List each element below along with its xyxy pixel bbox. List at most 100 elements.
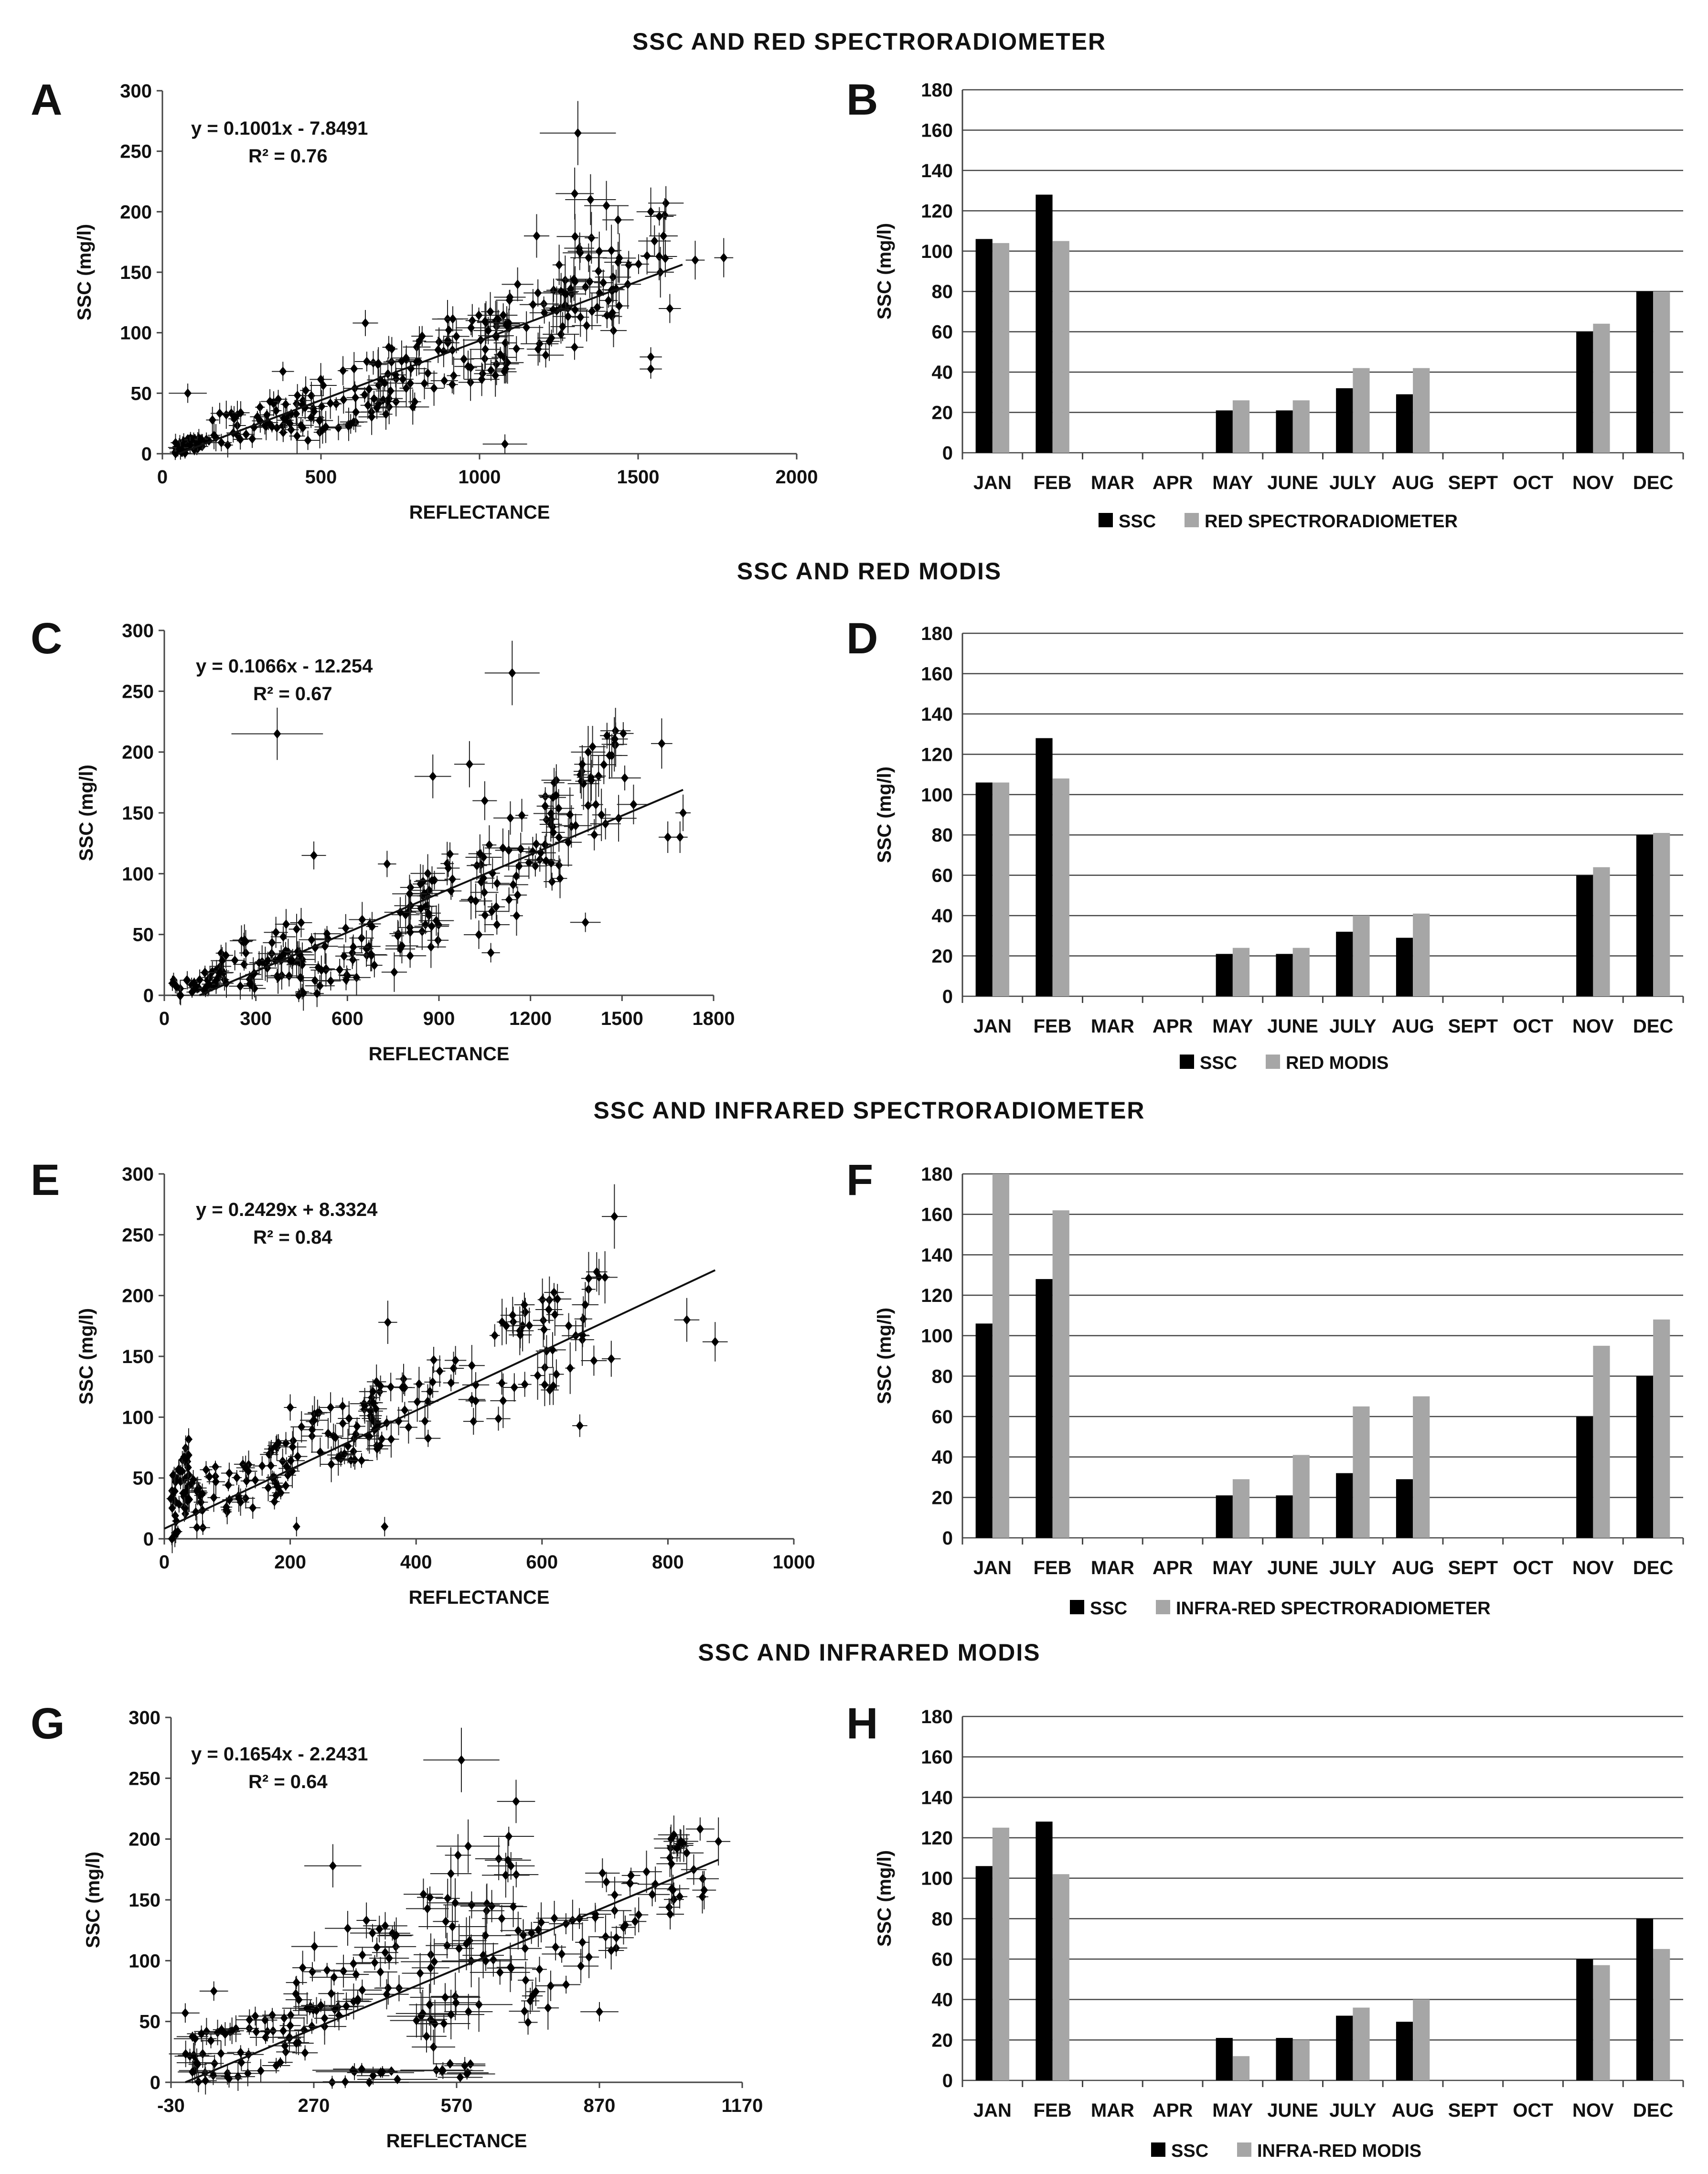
data-point (297, 973, 305, 983)
y-tick-label: 20 (932, 946, 953, 967)
data-point (246, 2015, 254, 2025)
y-tick-label: 20 (932, 2030, 953, 2051)
data-point (292, 1989, 300, 1999)
x-category-label: DEC (1633, 1016, 1673, 1037)
panel-letter-g: G (31, 1699, 65, 1748)
y-axis-title: SSC (mg/l) (874, 767, 895, 863)
x-category-label: SEPT (1448, 2100, 1498, 2121)
data-point (263, 410, 271, 420)
data-point (481, 344, 490, 354)
x-category-label: OCT (1513, 1016, 1553, 1037)
data-point (426, 1892, 434, 1902)
scatter-chart-c: 0 50 100 150 200 250 300 0 300 600 900 1200 1500 1800… (76, 620, 735, 1065)
data-point (562, 1980, 570, 1990)
data-point (499, 310, 507, 320)
y-tick-label: 140 (921, 1245, 953, 1266)
ssc-bar (1576, 1417, 1593, 1538)
ssc-bar (1035, 1822, 1053, 2080)
x-tick-label: 600 (526, 1552, 558, 1573)
data-point (426, 2000, 434, 2010)
comparison-bar (1232, 400, 1250, 453)
data-point (598, 810, 606, 820)
comparison-bar (1052, 778, 1069, 996)
data-point (308, 935, 316, 945)
panel-letter-h: H (846, 1699, 878, 1748)
data-point (454, 1850, 462, 1860)
data-point (418, 331, 426, 341)
x-category-label: AUG (1392, 472, 1434, 493)
data-point (464, 1841, 472, 1851)
data-point (168, 1534, 176, 1544)
data-point (272, 1491, 280, 1501)
data-point (184, 1434, 192, 1444)
data-point (621, 773, 629, 783)
data-point (327, 1459, 335, 1469)
y-tick-label: 200 (122, 1286, 154, 1307)
comparison-bar (1292, 2040, 1310, 2080)
data-point (480, 796, 489, 806)
data-point (363, 944, 371, 954)
data-point (341, 2077, 349, 2087)
data-point (320, 2013, 329, 2023)
y-tick-label: 200 (120, 202, 152, 223)
data-point (506, 813, 514, 823)
y-tick-label: 180 (921, 80, 953, 101)
trendline (164, 1269, 716, 1530)
data-point (224, 2072, 232, 2082)
data-point (331, 1433, 340, 1443)
data-point (430, 1957, 438, 1967)
y-tick-label: 250 (122, 681, 154, 702)
data-point (323, 1965, 331, 1975)
data-point (406, 378, 414, 388)
data-point (373, 1942, 381, 1952)
y-tick-label: 0 (141, 444, 152, 465)
data-point (322, 422, 330, 432)
y-tick-label: 250 (128, 1768, 160, 1789)
data-point (287, 1456, 295, 1466)
data-point (501, 439, 509, 449)
data-point (282, 1461, 290, 1471)
data-point (339, 1401, 347, 1411)
data-point (358, 933, 366, 943)
x-category-label: APR (1153, 1557, 1193, 1578)
data-point (340, 951, 348, 961)
data-point (542, 350, 550, 360)
data-point (388, 344, 396, 354)
data-point (626, 1878, 634, 1888)
data-point (282, 2047, 290, 2057)
y-tick-label: 200 (128, 1829, 160, 1850)
data-point (381, 1522, 389, 1532)
data-point (293, 924, 301, 934)
data-point (417, 904, 425, 914)
data-point (406, 883, 415, 893)
data-point (487, 365, 495, 375)
data-point (326, 398, 334, 408)
data-point (522, 1975, 530, 1985)
trendline (185, 1859, 719, 2083)
data-point (293, 431, 301, 441)
data-point (330, 1972, 338, 1982)
y-tick-label: 0 (942, 986, 953, 1007)
x-category-label: DEC (1633, 1557, 1673, 1578)
data-point (168, 1503, 176, 1513)
comparison-bar (1653, 291, 1670, 453)
data-point (385, 1953, 393, 1963)
data-point (480, 887, 488, 897)
data-point (287, 425, 295, 435)
data-point (185, 1470, 193, 1480)
data-point (576, 1421, 584, 1431)
x-category-label: MAY (1212, 1016, 1253, 1037)
x-category-label: DEC (1633, 2100, 1673, 2121)
data-point (492, 902, 500, 912)
data-point (191, 2034, 199, 2044)
x-category-label: JULY (1329, 2100, 1377, 2121)
y-tick-label: 160 (921, 1747, 953, 1768)
data-point (670, 1895, 678, 1905)
data-point (549, 827, 557, 837)
data-point (513, 890, 522, 900)
data-point (491, 1331, 499, 1341)
y-tick-label: 180 (921, 1164, 953, 1185)
data-point (566, 1363, 574, 1373)
section-title-red-spectroradiometer: SSC AND RED SPECTRORADIOMETER (632, 28, 1106, 55)
data-point (202, 2076, 210, 2086)
